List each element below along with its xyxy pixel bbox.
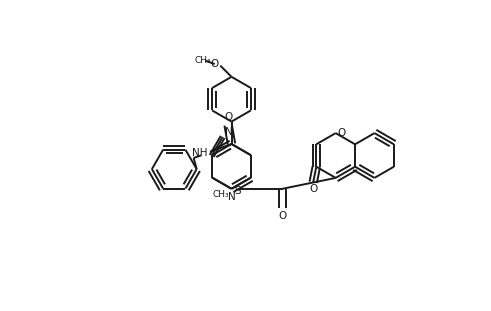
Text: S: S — [234, 186, 241, 196]
Text: O: O — [338, 128, 346, 138]
Text: N: N — [225, 127, 233, 137]
Text: NH: NH — [192, 148, 207, 158]
Text: N: N — [228, 192, 235, 202]
Text: O: O — [224, 112, 232, 122]
Text: O: O — [211, 59, 219, 69]
Text: O: O — [309, 184, 317, 194]
Text: O: O — [278, 211, 287, 220]
Text: CH₃: CH₃ — [212, 190, 229, 199]
Text: CH₃: CH₃ — [195, 56, 212, 64]
